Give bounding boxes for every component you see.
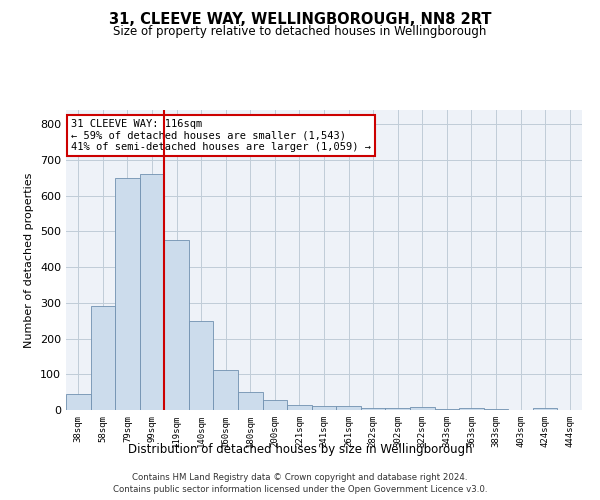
- Bar: [434, 408, 459, 410]
- Bar: [189, 320, 214, 410]
- Bar: [140, 174, 164, 410]
- Bar: [214, 370, 238, 410]
- Text: Contains public sector information licensed under the Open Government Licence v3: Contains public sector information licen…: [113, 484, 487, 494]
- Text: 31 CLEEVE WAY: 116sqm
← 59% of detached houses are smaller (1,543)
41% of semi-d: 31 CLEEVE WAY: 116sqm ← 59% of detached …: [71, 119, 371, 152]
- Bar: [385, 408, 410, 410]
- Bar: [66, 394, 91, 410]
- Text: 31, CLEEVE WAY, WELLINGBOROUGH, NN8 2RT: 31, CLEEVE WAY, WELLINGBOROUGH, NN8 2RT: [109, 12, 491, 28]
- Bar: [459, 408, 484, 410]
- Y-axis label: Number of detached properties: Number of detached properties: [25, 172, 34, 348]
- Bar: [533, 408, 557, 410]
- Bar: [91, 306, 115, 410]
- Bar: [287, 405, 312, 410]
- Bar: [164, 240, 189, 410]
- Text: Distribution of detached houses by size in Wellingborough: Distribution of detached houses by size …: [128, 444, 472, 456]
- Text: Contains HM Land Registry data © Crown copyright and database right 2024.: Contains HM Land Registry data © Crown c…: [132, 473, 468, 482]
- Bar: [410, 407, 434, 410]
- Bar: [263, 400, 287, 410]
- Bar: [312, 406, 336, 410]
- Bar: [115, 178, 140, 410]
- Bar: [361, 408, 385, 410]
- Text: Size of property relative to detached houses in Wellingborough: Size of property relative to detached ho…: [113, 25, 487, 38]
- Bar: [336, 406, 361, 410]
- Bar: [238, 392, 263, 410]
